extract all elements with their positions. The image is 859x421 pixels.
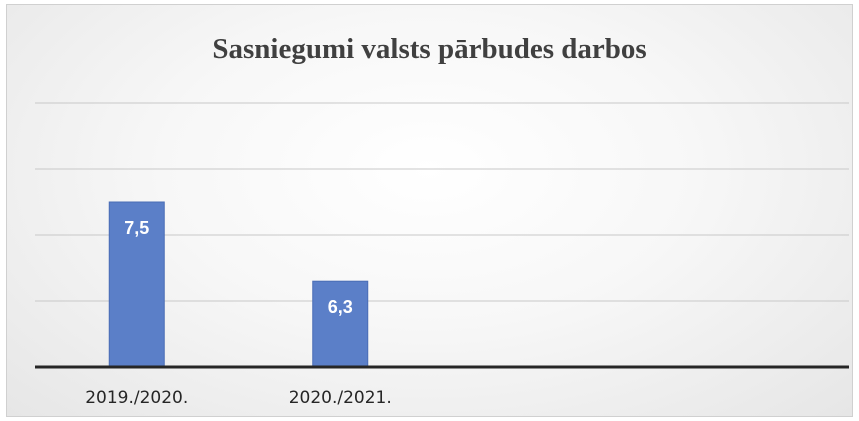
chart-title: Sasniegumi valsts pārbudes darbos [212,33,647,65]
data-label: 6,3 [328,297,353,317]
x-tick-label: 2019./2020. [85,388,188,408]
x-tick-label: 2020./2021. [289,388,392,408]
chart-frame: Sasniegumi valsts pārbudes darbos 7,5 6,3… [6,4,853,417]
data-label: 7,5 [124,218,149,238]
bar [312,280,369,368]
plot-area: 7,5 6,3 2019./2020. 2020./2021. [35,102,849,408]
